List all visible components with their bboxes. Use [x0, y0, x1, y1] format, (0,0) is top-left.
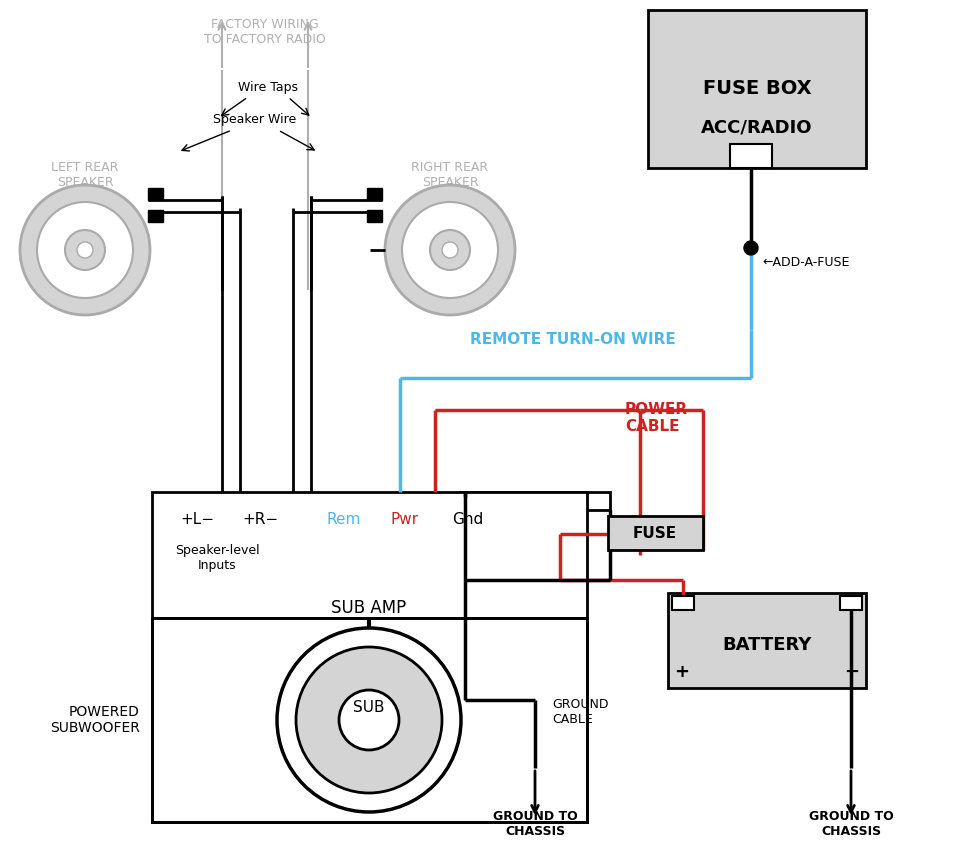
- Bar: [459, 492, 610, 510]
- Bar: [148, 210, 163, 222]
- Circle shape: [402, 202, 497, 298]
- Text: REMOTE TURN-ON WIRE: REMOTE TURN-ON WIRE: [470, 332, 675, 348]
- Text: BATTERY: BATTERY: [722, 636, 811, 654]
- Bar: [151, 492, 586, 822]
- Bar: [671, 596, 694, 610]
- Text: +L−: +L−: [180, 513, 214, 527]
- Text: ←ADD-A-FUSE: ←ADD-A-FUSE: [761, 255, 848, 269]
- Text: FUSE BOX: FUSE BOX: [701, 78, 811, 98]
- Bar: [148, 188, 163, 200]
- Text: GROUND
CABLE: GROUND CABLE: [551, 698, 608, 726]
- Circle shape: [339, 690, 399, 750]
- Text: FACTORY WIRING
TO FACTORY RADIO: FACTORY WIRING TO FACTORY RADIO: [204, 18, 325, 46]
- Bar: [648, 10, 865, 168]
- Bar: [608, 516, 702, 550]
- Bar: [667, 593, 865, 688]
- Text: GROUND TO
CHASSIS: GROUND TO CHASSIS: [492, 810, 576, 838]
- Circle shape: [296, 647, 442, 793]
- Text: FUSE: FUSE: [632, 527, 676, 541]
- Text: Rem: Rem: [326, 513, 361, 527]
- Text: SUB AMP: SUB AMP: [331, 599, 406, 617]
- Text: POWER
CABLE: POWER CABLE: [624, 402, 688, 434]
- Text: +R−: +R−: [241, 513, 277, 527]
- Circle shape: [743, 241, 757, 255]
- Text: RIGHT REAR
SPEAKER: RIGHT REAR SPEAKER: [411, 161, 488, 189]
- Text: Pwr: Pwr: [390, 513, 418, 527]
- Circle shape: [37, 202, 133, 298]
- Circle shape: [77, 242, 93, 258]
- Text: Gnd: Gnd: [451, 513, 483, 527]
- Circle shape: [276, 628, 460, 812]
- Text: Speaker Wire: Speaker Wire: [213, 113, 296, 126]
- Bar: [839, 596, 861, 610]
- Text: SUB: SUB: [353, 700, 384, 716]
- Text: +: +: [674, 663, 689, 681]
- Bar: [151, 618, 586, 822]
- Bar: [366, 188, 382, 200]
- Text: Speaker-level
Inputs: Speaker-level Inputs: [175, 544, 259, 572]
- Bar: [729, 144, 771, 168]
- Bar: [366, 210, 382, 222]
- Text: Wire Taps: Wire Taps: [237, 82, 298, 94]
- Circle shape: [64, 230, 105, 270]
- Text: GROUND TO
CHASSIS: GROUND TO CHASSIS: [808, 810, 892, 838]
- Text: POWERED
SUBWOOFER: POWERED SUBWOOFER: [50, 705, 140, 735]
- Circle shape: [20, 185, 149, 315]
- Circle shape: [385, 185, 515, 315]
- Text: −: −: [843, 663, 859, 681]
- Text: LEFT REAR
SPEAKER: LEFT REAR SPEAKER: [51, 161, 118, 189]
- Circle shape: [430, 230, 470, 270]
- Text: ACC/RADIO: ACC/RADIO: [701, 119, 812, 137]
- Circle shape: [442, 242, 457, 258]
- Bar: [151, 618, 586, 822]
